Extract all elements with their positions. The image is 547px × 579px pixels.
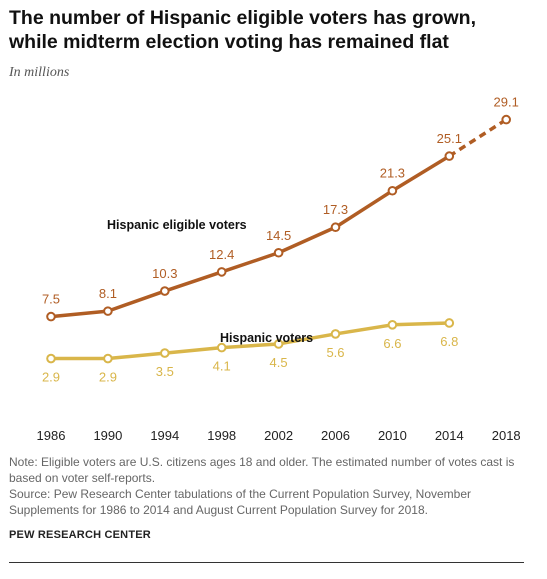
data-label-eligible-1986: 7.5 bbox=[42, 292, 60, 307]
data-label-eligible-2010: 21.3 bbox=[380, 166, 405, 181]
series-line-eligible bbox=[49, 154, 452, 319]
footer-rule bbox=[9, 562, 524, 563]
data-point-eligible-2014 bbox=[444, 151, 455, 161]
data-label-voters-1990: 2.9 bbox=[99, 370, 117, 385]
brand-label: PEW RESEARCH CENTER bbox=[9, 529, 151, 541]
data-label-voters-1998: 4.1 bbox=[213, 359, 231, 374]
data-point-voters-1998 bbox=[216, 342, 227, 353]
x-tick-label-1994: 1994 bbox=[150, 428, 179, 443]
x-tick-label-2018: 2018 bbox=[492, 428, 521, 443]
data-label-eligible-2002: 14.5 bbox=[266, 228, 291, 243]
x-tick-label-1990: 1990 bbox=[93, 428, 122, 443]
data-label-voters-2010: 6.6 bbox=[383, 336, 401, 351]
data-label-voters-2006: 5.6 bbox=[326, 345, 344, 360]
chart-title: The number of Hispanic eligible voters h… bbox=[9, 6, 539, 54]
data-label-voters-2014: 6.8 bbox=[440, 334, 458, 349]
data-point-voters-1990 bbox=[103, 353, 113, 364]
data-label-voters-2002: 4.5 bbox=[270, 355, 288, 370]
data-point-voters-1994 bbox=[160, 348, 170, 358]
x-tick-label-2010: 2010 bbox=[378, 428, 407, 443]
data-point-voters-2014 bbox=[444, 318, 455, 328]
data-label-eligible-1998: 12.4 bbox=[209, 247, 234, 262]
line-chart: 1986 1990 1994 1998 2002 2006 2010 2014 2018 7.5 8… bbox=[37, 95, 521, 443]
data-point-eligible-1990 bbox=[103, 306, 113, 316]
data-point-eligible-1998 bbox=[216, 267, 227, 277]
data-label-eligible-1990: 8.1 bbox=[99, 286, 117, 301]
data-label-eligible-1994: 10.3 bbox=[152, 266, 177, 281]
chart-notes: Note: Eligible voters are U.S. citizens … bbox=[9, 454, 539, 518]
chart-title-line-2: while midterm election voting has remain… bbox=[9, 31, 449, 53]
data-label-voters-1986: 2.9 bbox=[42, 370, 60, 385]
data-point-voters-1986 bbox=[46, 353, 56, 364]
source-text: Source: Pew Research Center tabulations … bbox=[9, 487, 472, 517]
data-label-eligible-2018: 29.1 bbox=[494, 95, 519, 110]
series-label-voters: Hispanic voters bbox=[220, 331, 313, 345]
data-label-eligible-2006: 17.3 bbox=[323, 202, 348, 217]
data-point-eligible-1994 bbox=[160, 286, 170, 296]
note-text: Note: Eligible voters are U.S. citizens … bbox=[9, 455, 515, 485]
data-point-eligible-1986 bbox=[46, 311, 56, 322]
x-tick-label-2002: 2002 bbox=[264, 428, 293, 443]
data-point-voters-2002 bbox=[273, 339, 284, 349]
data-point-voters-2006 bbox=[330, 329, 341, 339]
data-label-eligible-2014: 25.1 bbox=[437, 131, 462, 146]
x-tick-label-2006: 2006 bbox=[321, 428, 350, 443]
data-point-eligible-2002 bbox=[273, 247, 284, 258]
chart-subtitle: In millions bbox=[9, 65, 70, 80]
data-point-eligible-2018 bbox=[501, 114, 512, 125]
chart-title-line-1: The number of Hispanic eligible voters h… bbox=[9, 7, 477, 29]
data-point-eligible-2006 bbox=[330, 222, 341, 233]
data-label-voters-1994: 3.5 bbox=[156, 364, 174, 379]
series-line-voters bbox=[49, 321, 452, 361]
x-tick-label-2014: 2014 bbox=[435, 428, 464, 443]
data-point-voters-2010 bbox=[387, 320, 398, 330]
x-tick-label-1986: 1986 bbox=[37, 428, 66, 443]
data-point-eligible-2010 bbox=[387, 185, 398, 196]
x-tick-label-1998: 1998 bbox=[207, 428, 236, 443]
series-label-eligible: Hispanic eligible voters bbox=[107, 218, 247, 232]
